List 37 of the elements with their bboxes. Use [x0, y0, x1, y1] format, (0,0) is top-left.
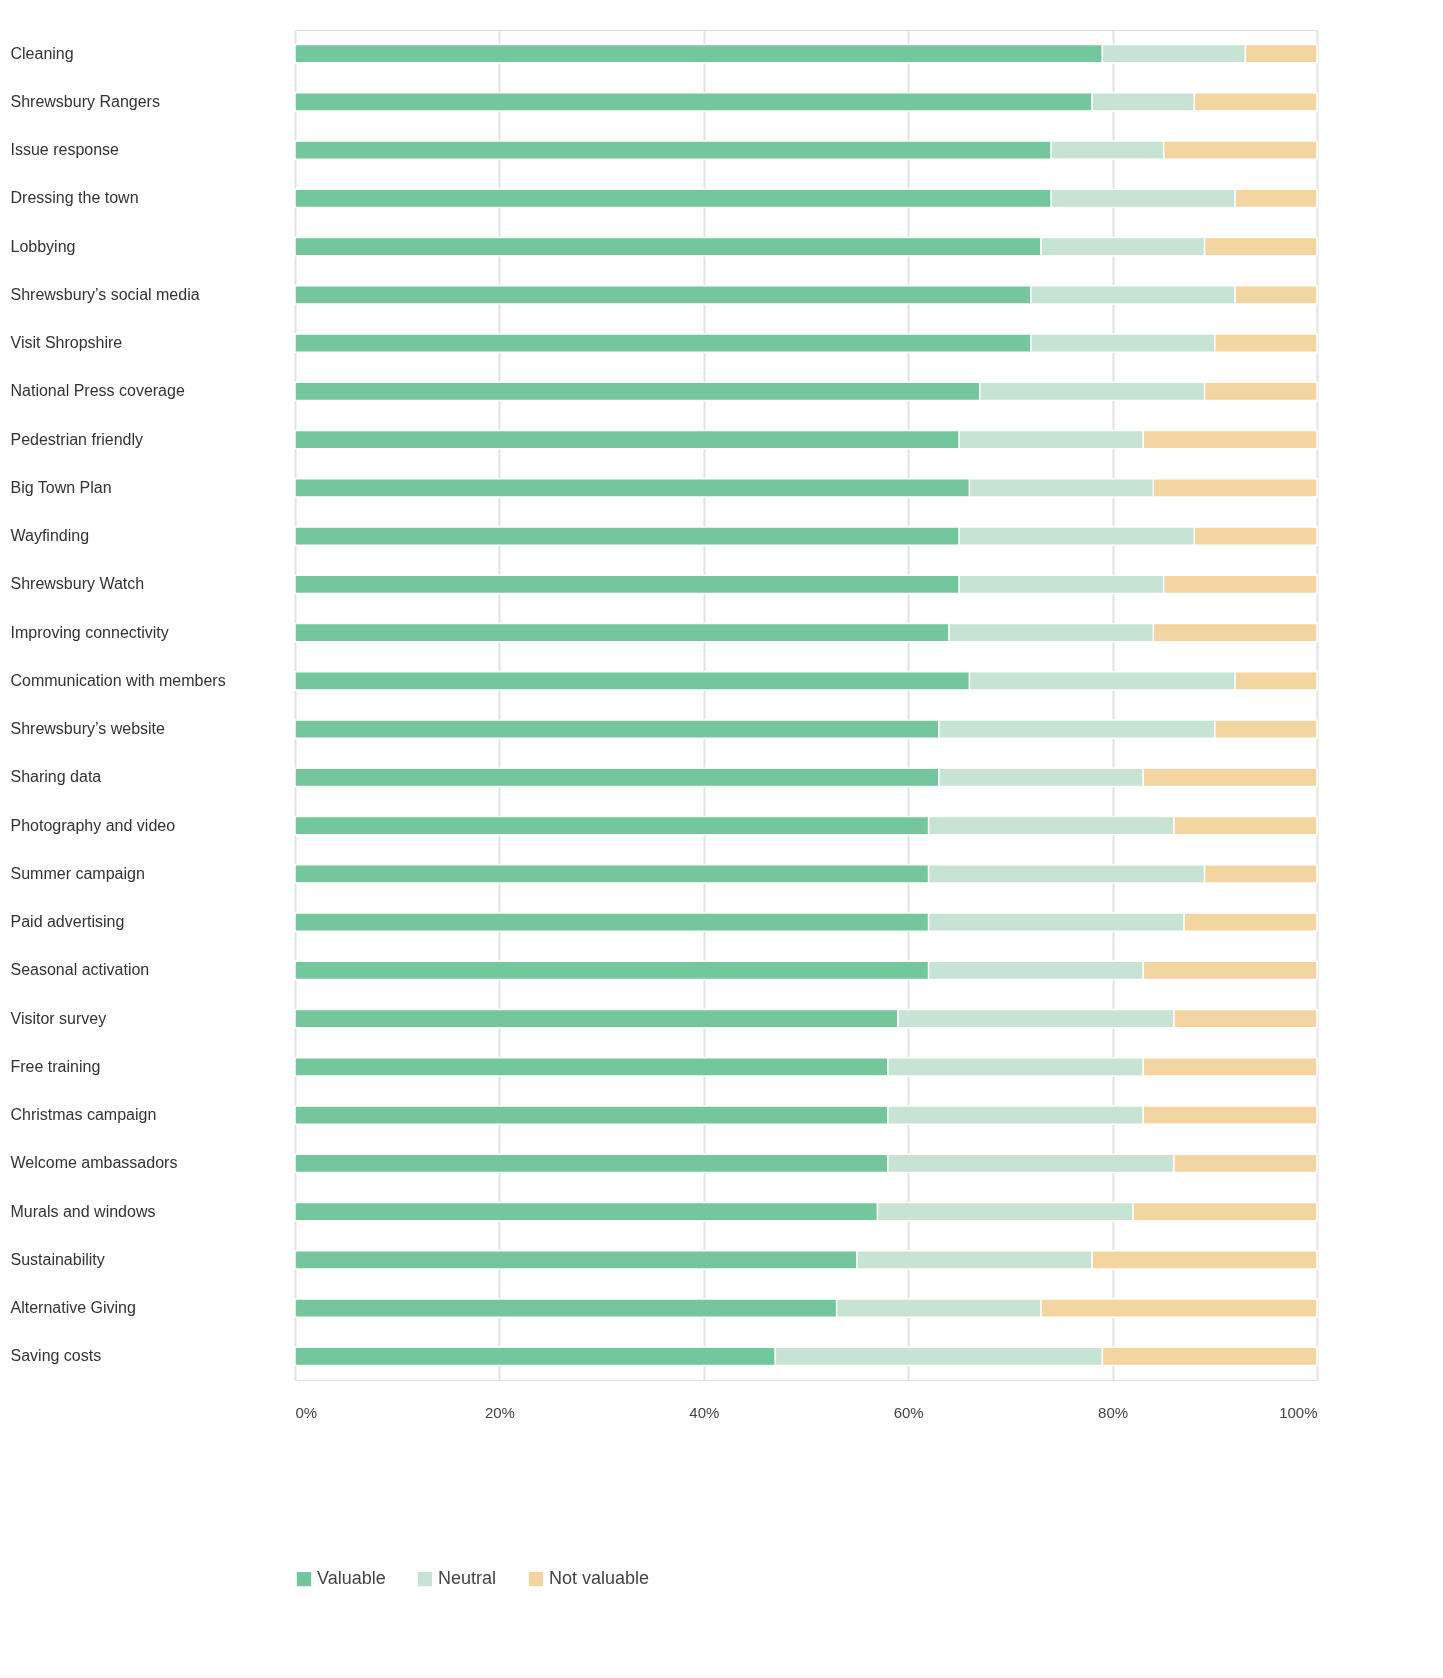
y-tick-label: Communication with members: [10, 671, 226, 689]
y-tick-label: Christmas campaign: [10, 1106, 157, 1124]
y-tick-label: Alternative Giving: [10, 1299, 136, 1317]
y-tick-label: Sustainability: [10, 1250, 105, 1268]
y-tick-label: Improving connectivity: [10, 623, 169, 641]
y-tick-label: Shrewsbury Rangers: [10, 92, 160, 110]
y-tick-label: Wayfinding: [10, 527, 90, 545]
y-tick-label: Welcome ambassadors: [10, 1154, 178, 1172]
y-tick-label: Free training: [10, 1057, 101, 1075]
y-tick-label: Shrewsbury’s website: [10, 720, 166, 738]
y-tick-label: National Press coverage: [10, 382, 185, 400]
x-tick-label: 20%: [484, 1403, 515, 1421]
y-tick-label: Seasonal activation: [10, 961, 150, 979]
x-tick-label: 40%: [689, 1403, 720, 1421]
y-tick-label: Summer campaign: [10, 864, 145, 882]
x-tick-label: 0%: [295, 1403, 318, 1421]
y-tick-label: Murals and windows: [10, 1202, 156, 1220]
y-tick-label: Pedestrian friendly: [10, 430, 144, 448]
y-tick-label: Visit Shropshire: [10, 334, 123, 352]
x-tick-label: 100%: [1279, 1403, 1318, 1421]
y-tick-label: Issue response: [10, 141, 120, 159]
y-tick-label: Big Town Plan: [10, 478, 112, 496]
y-tick-label: Cleaning: [10, 44, 74, 62]
x-tick-label: 60%: [893, 1403, 924, 1421]
y-tick-label: Photography and video: [10, 816, 176, 834]
legend-label: Not valuable: [549, 1568, 650, 1589]
y-tick-label: Paid advertising: [10, 913, 125, 931]
y-tick-label: Visitor survey: [10, 1009, 107, 1027]
x-tick-label: 80%: [1098, 1403, 1129, 1421]
y-tick-label: Sharing data: [10, 768, 102, 786]
legend-label: Neutral: [438, 1568, 497, 1589]
y-tick-label: Saving costs: [10, 1347, 102, 1365]
y-tick-label: Shrewsbury’s social media: [10, 285, 200, 303]
y-tick-label: Shrewsbury Watch: [10, 575, 145, 593]
y-tick-label: Lobbying: [10, 237, 76, 255]
legend-label: Valuable: [317, 1568, 386, 1589]
y-tick-label: Dressing the town: [10, 189, 139, 207]
